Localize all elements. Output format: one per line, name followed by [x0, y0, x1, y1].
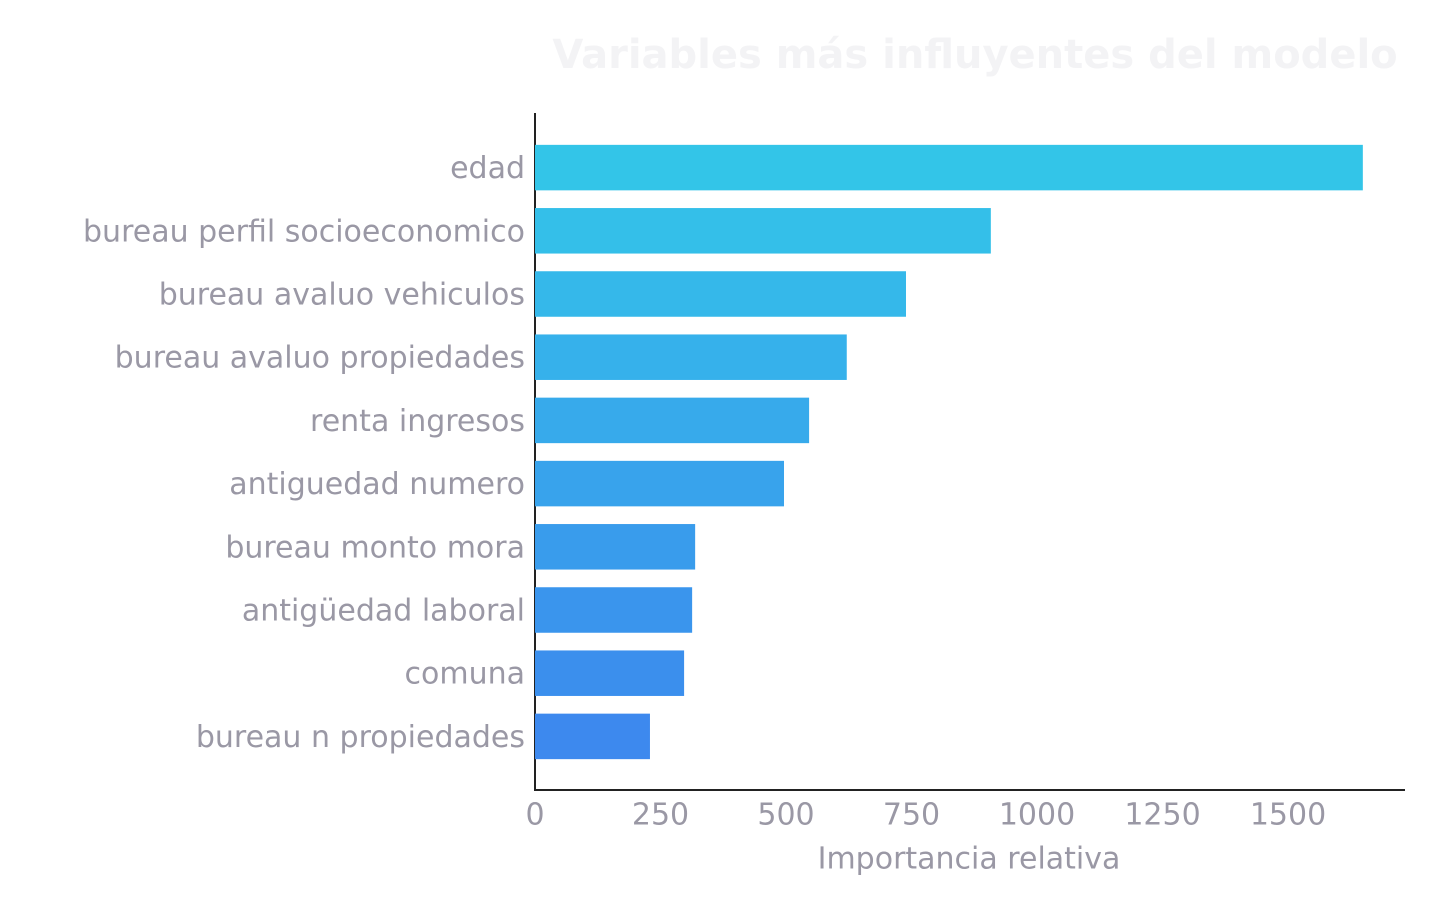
bar: [535, 460, 785, 507]
x-tick-label: 1000: [999, 798, 1075, 833]
y-tick-label: renta ingresos: [310, 404, 525, 439]
bar: [535, 271, 906, 317]
x-tick-label: 1250: [1124, 798, 1200, 833]
y-tick-label: bureau monto mora: [225, 530, 525, 565]
y-tick-label: antiguedad numero: [229, 467, 525, 502]
x-tick-label: 250: [632, 798, 689, 833]
x-tick-label: 1500: [1250, 798, 1326, 833]
x-tick-label: 750: [883, 798, 940, 833]
bar: [535, 144, 1363, 191]
y-tick-label: bureau n propiedades: [196, 720, 525, 755]
x-tick-label: 500: [757, 798, 814, 833]
chart-title: Variables más influyentes del modelo: [552, 32, 1397, 78]
y-tick-label: edad: [450, 151, 525, 186]
y-tick-label: bureau avaluo vehiculos: [159, 278, 525, 313]
y-tick-label: comuna: [405, 657, 525, 692]
bar: [535, 650, 685, 696]
bar: [535, 587, 693, 633]
bar: [535, 524, 696, 570]
bar: [535, 397, 810, 444]
y-tick-label: bureau avaluo propiedades: [115, 341, 525, 376]
bar: [535, 208, 991, 254]
bar: [535, 713, 650, 760]
y-tick-label: antigüedad laboral: [242, 594, 525, 629]
bar: [535, 334, 847, 380]
y-tick-label: bureau perfil socioeconomico: [83, 214, 525, 249]
x-axis-label: Importancia relativa: [818, 842, 1121, 877]
x-tick-label: 0: [525, 798, 544, 833]
